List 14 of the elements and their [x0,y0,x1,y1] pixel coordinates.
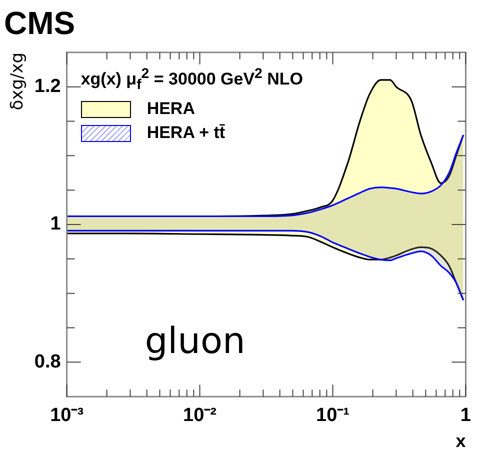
y-axis-title: δxg/xg [8,52,28,110]
x-tick-label: 10⁻¹ [316,405,350,426]
annotation: gluon [144,320,246,362]
y-tick-label: 1 [50,214,62,235]
x-tick-label: 10⁻³ [50,405,84,426]
chart-title: CMS [4,5,76,42]
x-tick-label: 1 [460,405,472,426]
legend-title: xg(x) μ$_{f}$$^{2}$ = 30000 GeV$^{2}$ NLO [80,66,304,94]
y-tick-label: 0.8 [34,351,61,372]
x-tick-label: 10⁻² [183,405,217,426]
y-tick-label: 1.2 [34,76,61,98]
legend-label: HERA + tt̄ [146,123,226,144]
x-axis-title: x [456,431,466,452]
legend-label: HERA [146,99,195,120]
